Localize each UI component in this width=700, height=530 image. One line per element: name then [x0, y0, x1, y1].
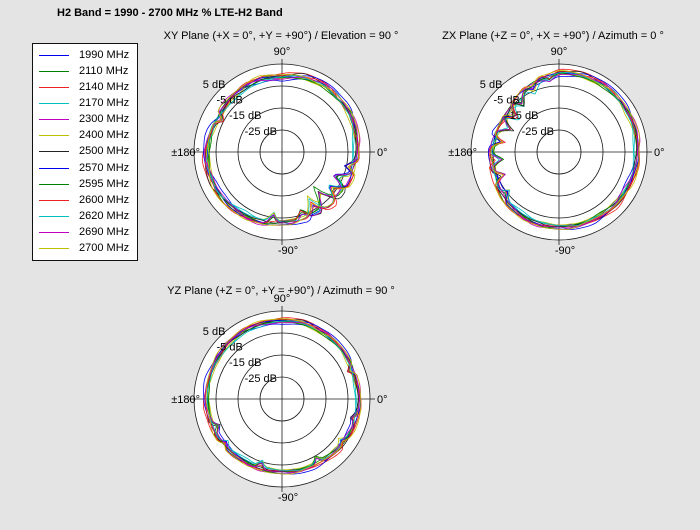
- legend-item-label: 2595 MHz: [79, 177, 130, 190]
- radial-tick-label: 5 dB: [203, 326, 226, 338]
- legend-item-label: 2570 MHz: [79, 161, 130, 174]
- legend-item-label: 2600 MHz: [79, 193, 130, 206]
- legend-line-sample: [39, 119, 69, 121]
- angle-tick-label: -90°: [278, 492, 298, 504]
- radial-tick-label: 5 dB: [203, 79, 226, 91]
- pattern-curve-2690-mhz: [489, 74, 638, 229]
- angle-tick-label: 90°: [274, 293, 291, 305]
- legend-item-label: 1990 MHz: [79, 48, 130, 61]
- legend-item: 2570 MHz: [33, 161, 137, 176]
- plot-title-yz: YZ Plane (+Z = 0°, +Y = +90°) / Azimuth …: [167, 285, 395, 297]
- angle-tick-label: ±180°: [171, 147, 200, 159]
- pattern-curve-2570-mhz: [203, 320, 362, 475]
- legend-item: 2300 MHz: [33, 112, 137, 127]
- radial-tick-label: -5 dB: [217, 342, 243, 354]
- legend-item-label: 2170 MHz: [79, 96, 130, 109]
- legend-item: 2500 MHz: [33, 144, 137, 159]
- legend-item: 2110 MHz: [33, 64, 137, 79]
- pattern-curve-2595-mhz: [208, 321, 360, 473]
- legend-item: 2595 MHz: [33, 177, 137, 192]
- legend-item: 2690 MHz: [33, 225, 137, 240]
- legend-line-sample: [39, 215, 69, 217]
- legend-item-label: 2140 MHz: [79, 80, 130, 93]
- pattern-curve-2570-mhz: [203, 75, 359, 226]
- legend-line-sample: [39, 54, 69, 56]
- pattern-curve-2570-mhz: [487, 72, 640, 230]
- pattern-curve-2700-mhz: [490, 70, 640, 230]
- legend-item: 2620 MHz: [33, 209, 137, 224]
- legend-item-label: 2500 MHz: [79, 145, 130, 158]
- legend-item-label: 2690 MHz: [79, 226, 130, 239]
- plot-title-zx: ZX Plane (+Z = 0°, +X = +90°) / Azimuth …: [442, 30, 664, 42]
- legend-line-sample: [39, 167, 69, 169]
- pattern-curve-2500-mhz: [204, 72, 357, 224]
- pattern-curve-2595-mhz: [208, 76, 358, 225]
- legend-item-label: 2700 MHz: [79, 242, 130, 255]
- polar-plot-xy: 5 dB -5 dB -15 dB -25 dB 90° 0° ±180° -90°: [171, 46, 388, 257]
- pattern-curve-2690-mhz: [204, 321, 360, 474]
- pattern-curve-2700-mhz: [206, 74, 360, 226]
- polar-plot-yz: 5 dB -5 dB -15 dB -25 dB 90° 0° ±180° -90°: [171, 293, 388, 504]
- angle-tick-label: 0°: [377, 147, 388, 159]
- angle-tick-label: 0°: [654, 147, 665, 159]
- pattern-curve-2700-mhz: [205, 318, 362, 475]
- pattern-curve-2595-mhz: [493, 72, 638, 229]
- legend-item: 2400 MHz: [33, 128, 137, 143]
- plot-title-xy: XY Plane (+X = 0°, +Y = +90°) / Elevatio…: [163, 30, 399, 42]
- legend-item: 1990 MHz: [33, 48, 137, 63]
- angle-tick-label: 90°: [551, 46, 568, 58]
- legend-line-sample: [39, 248, 69, 250]
- legend-item-label: 2400 MHz: [79, 129, 130, 142]
- legend-line-sample: [39, 232, 69, 234]
- radial-tick-label: -25 dB: [245, 373, 277, 385]
- radial-tick-label: -5 dB: [494, 95, 520, 107]
- pattern-curve-2600-mhz: [204, 74, 360, 224]
- radial-tick-label: -15 dB: [506, 110, 538, 122]
- legend-item-label: 2620 MHz: [79, 209, 130, 222]
- angle-tick-label: ±180°: [171, 394, 200, 406]
- legend-item: 2600 MHz: [33, 193, 137, 208]
- radial-tick-label: -25 dB: [522, 126, 554, 138]
- angle-tick-label: 90°: [274, 46, 291, 58]
- pattern-curve-2620-mhz: [491, 72, 634, 227]
- angle-tick-label: -90°: [278, 245, 298, 257]
- angle-tick-label: ±180°: [448, 147, 477, 159]
- radial-tick-label: -15 dB: [229, 357, 261, 369]
- radial-tick-label: -5 dB: [217, 95, 243, 107]
- figure-title: H2 Band = 1990 - 2700 MHz % LTE-H2 Band: [57, 7, 283, 19]
- legend-line-sample: [39, 199, 69, 201]
- legend-item: 2700 MHz: [33, 241, 137, 256]
- radial-tick-label: 5 dB: [480, 79, 503, 91]
- legend-item: 2170 MHz: [33, 96, 137, 111]
- legend-line-sample: [39, 135, 69, 137]
- angle-tick-label: 0°: [377, 394, 388, 406]
- legend-line-sample: [39, 102, 69, 104]
- legend-line-sample: [39, 86, 69, 88]
- polar-plot-zx: 5 dB -5 dB -15 dB -25 dB 90° 0° ±180° -90°: [448, 46, 665, 257]
- legend-line-sample: [39, 70, 69, 72]
- legend-item: 2140 MHz: [33, 80, 137, 95]
- radial-tick-label: -25 dB: [245, 126, 277, 138]
- legend-line-sample: [39, 183, 69, 185]
- radial-tick-label: -15 dB: [229, 110, 261, 122]
- legend-line-sample: [39, 151, 69, 153]
- angle-tick-label: -90°: [555, 245, 575, 257]
- legend-item-label: 2110 MHz: [79, 64, 129, 77]
- legend-box: 1990 MHz 2110 MHz 2140 MHz 2170 MHz 2300 MHz…: [32, 43, 138, 261]
- pattern-curve-2690-mhz: [204, 76, 358, 224]
- legend-item-label: 2300 MHz: [79, 113, 130, 126]
